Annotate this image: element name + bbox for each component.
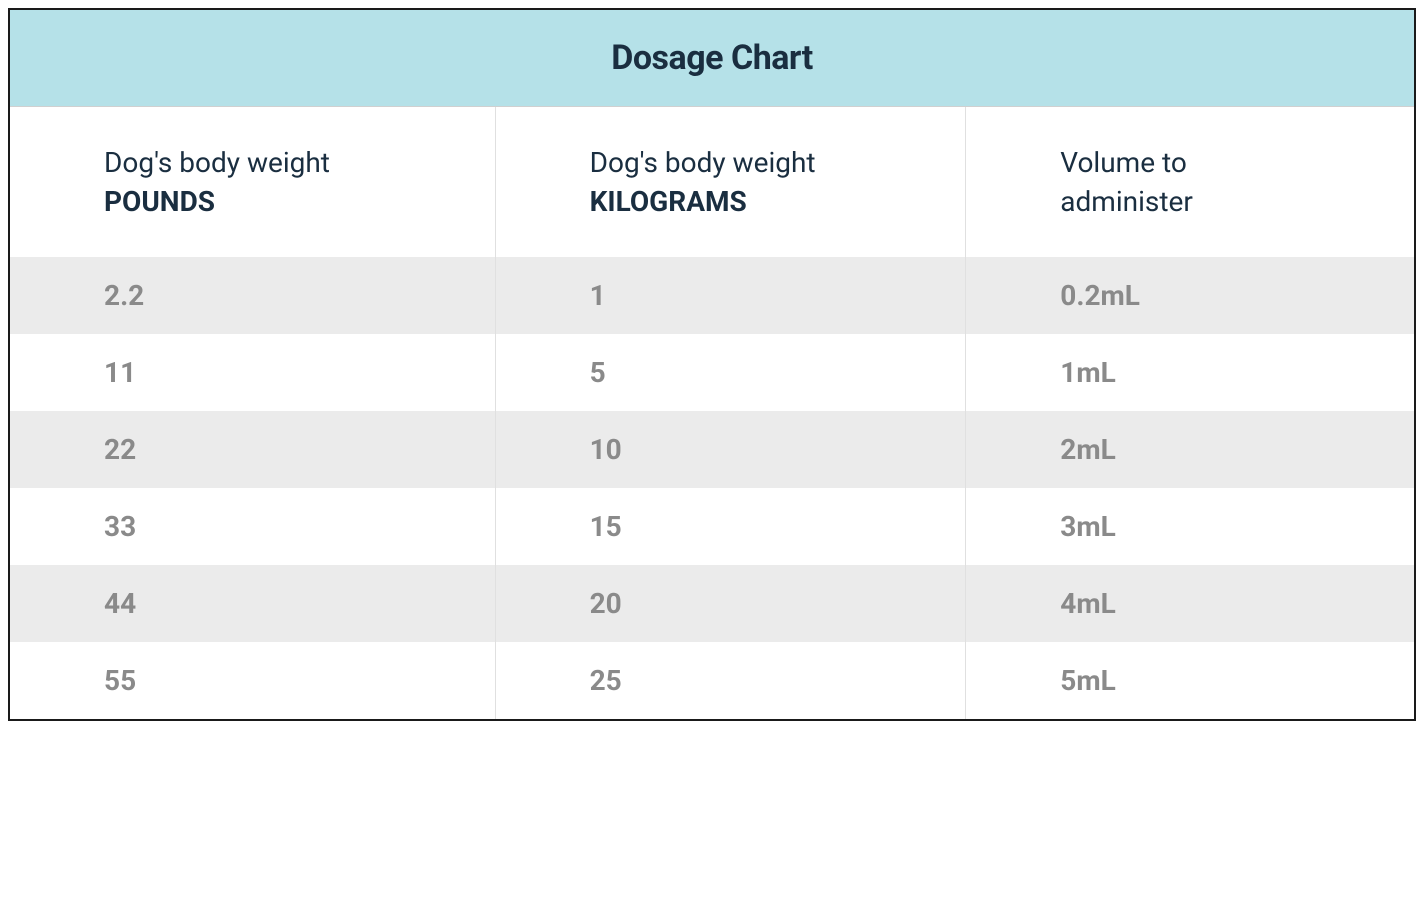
- cell-kilograms: 10: [496, 411, 967, 488]
- table-title-row: Dosage Chart: [10, 10, 1414, 107]
- table-row: 55255mL: [10, 642, 1414, 719]
- cell-kilograms: 1: [496, 257, 967, 334]
- cell-volume: 5mL: [966, 642, 1414, 719]
- cell-kilograms: 25: [496, 642, 967, 719]
- dosage-table: Dosage Chart Dog's body weight POUNDS Do…: [8, 8, 1416, 721]
- cell-kilograms: 15: [496, 488, 967, 565]
- cell-volume: 4mL: [966, 565, 1414, 642]
- table-title: Dosage Chart: [10, 38, 1414, 78]
- header-prefix: Dog's body weight: [104, 146, 330, 179]
- column-header-kilograms: Dog's body weight KILOGRAMS: [496, 107, 967, 257]
- cell-volume: 0.2mL: [966, 257, 1414, 334]
- cell-kilograms: 5: [496, 334, 967, 411]
- cell-pounds: 2.2: [10, 257, 496, 334]
- table-row: 1151mL: [10, 334, 1414, 411]
- header-prefix: Volume to: [1060, 146, 1187, 179]
- cell-pounds: 11: [10, 334, 496, 411]
- cell-pounds: 22: [10, 411, 496, 488]
- cell-volume: 2mL: [966, 411, 1414, 488]
- header-unit: administer: [1060, 182, 1414, 221]
- column-header-pounds: Dog's body weight POUNDS: [10, 107, 496, 257]
- cell-pounds: 44: [10, 565, 496, 642]
- table-row: 33153mL: [10, 488, 1414, 565]
- header-prefix: Dog's body weight: [590, 146, 816, 179]
- column-header-volume: Volume to administer: [966, 107, 1414, 257]
- cell-volume: 3mL: [966, 488, 1414, 565]
- cell-pounds: 55: [10, 642, 496, 719]
- table-row: 22102mL: [10, 411, 1414, 488]
- table-header-row: Dog's body weight POUNDS Dog's body weig…: [10, 107, 1414, 257]
- table-row: 2.210.2mL: [10, 257, 1414, 334]
- cell-kilograms: 20: [496, 565, 967, 642]
- header-unit: POUNDS: [104, 182, 495, 221]
- header-unit: KILOGRAMS: [590, 182, 966, 221]
- cell-pounds: 33: [10, 488, 496, 565]
- table-row: 44204mL: [10, 565, 1414, 642]
- cell-volume: 1mL: [966, 334, 1414, 411]
- table-body: 2.210.2mL1151mL22102mL33153mL44204mL5525…: [10, 257, 1414, 719]
